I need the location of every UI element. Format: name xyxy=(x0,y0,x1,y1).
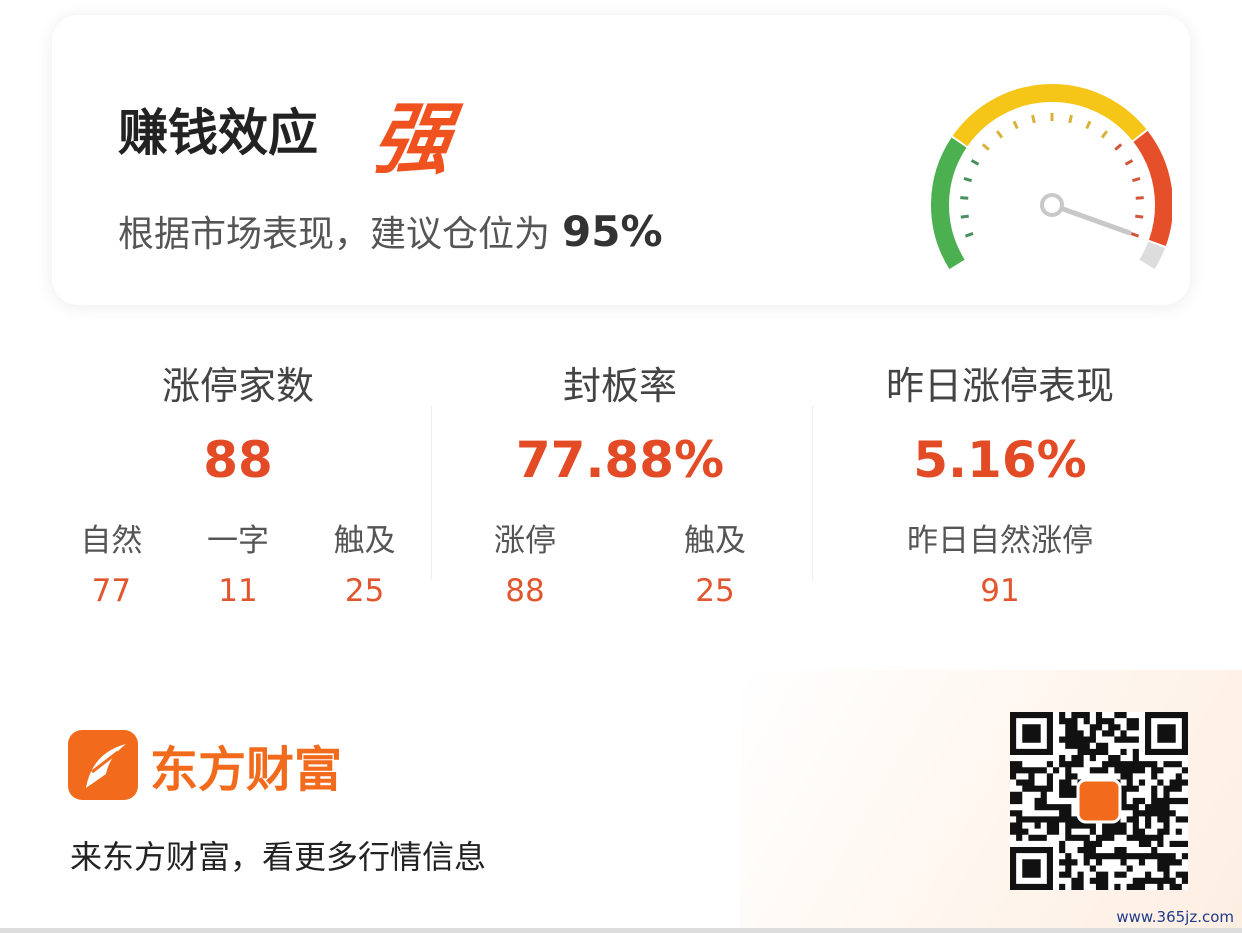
sub-label: 触及 xyxy=(333,523,396,559)
sub-stat: 自然 77 xyxy=(80,515,142,609)
gauge-tick xyxy=(981,143,990,151)
brand-logo-icon xyxy=(68,730,138,800)
bottom-border xyxy=(0,928,1242,933)
gauge-tick xyxy=(1031,114,1036,124)
gauge-green-segment xyxy=(931,137,967,270)
gauge-needle xyxy=(1049,202,1132,236)
stat-seal-rate: 封板率 77.88% 涨停 88 触及 25 xyxy=(430,355,810,609)
money-effect-card: 赚钱效应 强 根据市场表现，建议仓位为 95% xyxy=(52,15,1190,305)
stat-label: 昨日涨停表现 xyxy=(885,364,1114,408)
gauge-tick xyxy=(1135,196,1144,200)
sub-value: 77 xyxy=(91,573,132,609)
divider xyxy=(431,405,432,580)
brand-logo: 东方财富 xyxy=(68,730,342,800)
sub-label: 一字 xyxy=(206,523,269,559)
sub-label: 昨日自然涨停 xyxy=(907,523,1093,559)
sub-stat: 触及 25 xyxy=(334,515,396,609)
gauge-red-segment xyxy=(1133,130,1172,246)
gauge-chart xyxy=(931,84,1172,270)
gauge-tick xyxy=(1100,130,1109,139)
gauge-tick xyxy=(1124,159,1134,166)
gauge-tick xyxy=(960,214,969,219)
brand-name: 东方财富 xyxy=(150,742,343,798)
gauge-tick xyxy=(1085,120,1092,130)
gauge-tick xyxy=(1131,176,1141,183)
position-value: 95% xyxy=(562,207,663,256)
stat-label: 封板率 xyxy=(562,364,677,408)
sub-value: 88 xyxy=(505,573,545,609)
gauge-tick xyxy=(1114,143,1123,151)
gauge-tick xyxy=(1068,114,1073,124)
gauge-grey-segment xyxy=(1139,241,1166,270)
sub-stat: 涨停 88 xyxy=(494,515,556,609)
gauge-tick xyxy=(995,130,1004,139)
sub-stat: 一字 11 xyxy=(207,515,269,609)
sub-value: 91 xyxy=(980,573,1020,609)
stat-yesterday-performance: 昨日涨停表现 5.16% 昨日自然涨停 91 xyxy=(810,355,1190,609)
gauge-yellow-segment xyxy=(952,84,1147,147)
advice-prefix: 根据市场表现，建议仓位为 xyxy=(118,214,551,255)
card-title: 赚钱效应 xyxy=(118,104,318,162)
sub-label: 涨停 xyxy=(494,523,556,559)
watermark: www.365jz.com xyxy=(1116,908,1234,926)
gauge-tick xyxy=(960,196,969,200)
divider xyxy=(812,405,813,580)
level-label: 强 xyxy=(366,95,458,185)
sub-value: 25 xyxy=(344,573,385,609)
gauge-tick xyxy=(964,232,974,238)
sub-value: 11 xyxy=(218,573,258,609)
gauge-hub xyxy=(1040,193,1064,217)
qr-logo-icon xyxy=(1076,778,1122,824)
stat-value: 88 xyxy=(203,431,273,489)
sub-label: 触及 xyxy=(684,523,746,559)
sub-stat: 触及 25 xyxy=(684,515,746,609)
gauge-tick xyxy=(970,159,980,166)
gauge-tick xyxy=(1130,232,1140,238)
slogan: 来东方财富，看更多行情信息 xyxy=(70,838,487,876)
advice-text: 根据市场表现，建议仓位为 95% xyxy=(118,205,663,257)
stat-value: 5.16% xyxy=(913,431,1087,489)
sub-value: 25 xyxy=(695,573,735,609)
stat-label: 涨停家数 xyxy=(161,364,314,408)
qr-code[interactable] xyxy=(1010,712,1188,890)
stat-value: 77.88% xyxy=(515,431,725,489)
sub-stat: 昨日自然涨停 91 xyxy=(907,515,1093,609)
sub-label: 自然 xyxy=(80,523,143,559)
gauge-tick xyxy=(1012,120,1019,130)
gauge-tick xyxy=(1135,214,1144,219)
stat-limit-up-count: 涨停家数 88 自然 77 一字 11 触及 25 xyxy=(48,355,428,609)
gauge-tick xyxy=(963,176,973,183)
